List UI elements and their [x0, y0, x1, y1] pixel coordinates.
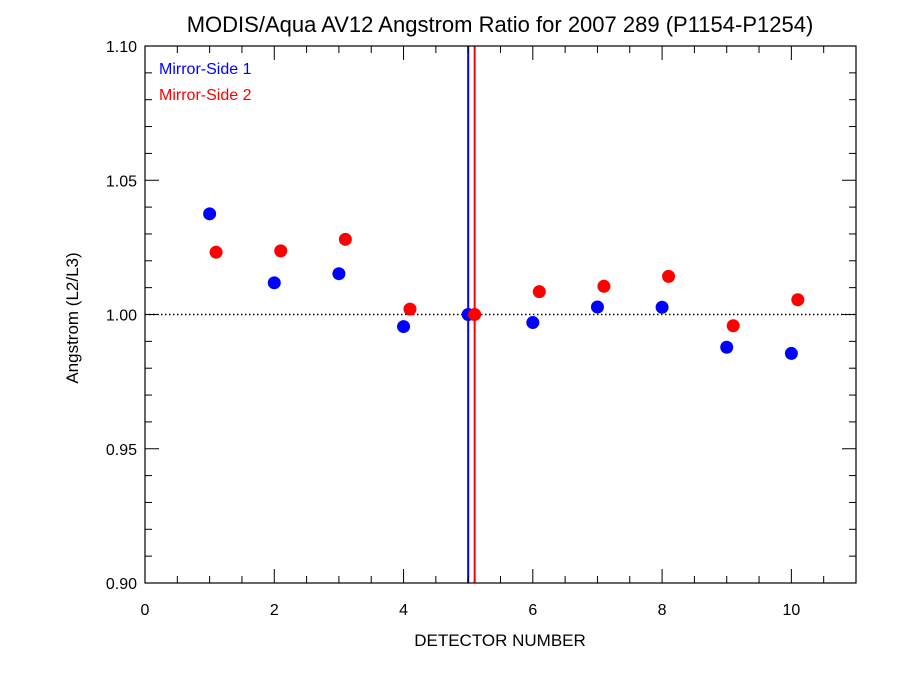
- point-series2-detector-1: [209, 245, 223, 259]
- y-tick-label: 1.10: [106, 39, 137, 56]
- point-series2-detector-9: [726, 319, 740, 333]
- point-series2-detector-3: [338, 232, 352, 246]
- legend: Mirror-Side 1 Mirror-Side 2: [159, 61, 252, 104]
- x-axis-title: DETECTOR NUMBER: [414, 631, 586, 650]
- point-series2-detector-5: [468, 308, 482, 321]
- legend-entry-series-1: Mirror-Side 1: [159, 61, 252, 78]
- point-series2-detector-8: [662, 269, 676, 283]
- y-axis-title: Angstrom (L2/L3): [63, 252, 82, 383]
- x-tick-label: 2: [270, 602, 279, 619]
- reference-lines: [145, 46, 856, 583]
- point-series1-detector-2: [267, 276, 281, 290]
- x-tick-label: 8: [658, 602, 667, 619]
- x-tick-label: 4: [399, 602, 408, 619]
- chart-title: MODIS/Aqua AV12 Angstrom Ratio for 2007 …: [187, 12, 814, 37]
- point-series2-detector-6: [532, 285, 546, 299]
- point-series2-detector-2: [274, 244, 288, 258]
- point-series2-detector-10: [791, 293, 805, 307]
- point-series1-detector-10: [784, 346, 798, 360]
- axes: 0.90 0.95 1.00 1.05 1.10 0 2 4 6 8 10: [106, 39, 857, 619]
- legend-entry-series-2: Mirror-Side 2: [159, 87, 252, 104]
- x-tick-label: 10: [782, 602, 800, 619]
- y-tick-label: 1.00: [106, 308, 137, 325]
- point-series2-detector-4: [403, 302, 417, 316]
- y-tick-label: 0.95: [106, 442, 137, 459]
- x-tick-label: 0: [141, 602, 150, 619]
- point-series1-detector-1: [203, 207, 217, 221]
- point-series1-detector-7: [590, 300, 604, 314]
- y-tick-label: 1.05: [106, 173, 137, 190]
- point-series1-detector-6: [526, 316, 540, 330]
- data-points: [203, 207, 805, 360]
- point-series1-detector-4: [397, 320, 411, 334]
- x-tick-label: 6: [528, 602, 537, 619]
- point-series1-detector-3: [332, 267, 346, 281]
- point-series1-detector-9: [720, 340, 734, 354]
- y-tick-label: 0.90: [106, 576, 137, 593]
- point-series1-detector-8: [655, 300, 669, 314]
- point-series2-detector-7: [597, 279, 611, 293]
